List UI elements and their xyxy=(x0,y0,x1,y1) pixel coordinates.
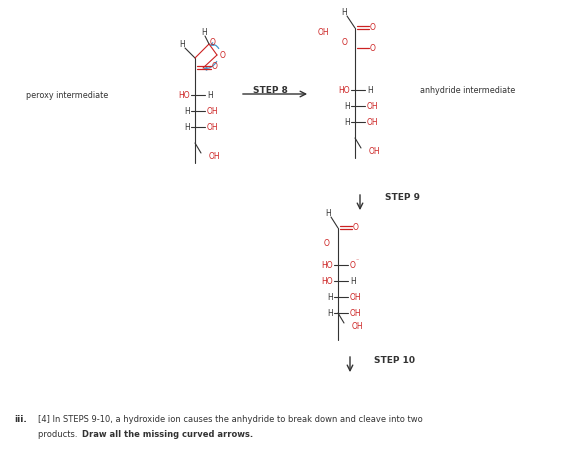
Text: H: H xyxy=(201,28,207,37)
Text: HO: HO xyxy=(321,277,333,286)
Text: H: H xyxy=(184,122,190,131)
Text: H: H xyxy=(179,39,185,48)
Text: OH: OH xyxy=(367,101,379,111)
Text: H: H xyxy=(207,91,213,99)
Text: OH: OH xyxy=(350,309,362,318)
Text: H: H xyxy=(344,118,350,127)
Text: peroxy intermediate: peroxy intermediate xyxy=(26,91,108,99)
Text: OH: OH xyxy=(367,118,379,127)
Text: H: H xyxy=(367,85,373,94)
Text: O: O xyxy=(210,38,216,46)
Text: O: O xyxy=(353,222,359,232)
Text: OH: OH xyxy=(352,322,364,331)
Text: HO: HO xyxy=(321,260,333,270)
FancyArrowPatch shape xyxy=(211,43,219,48)
Text: iii.: iii. xyxy=(14,415,27,424)
Text: H: H xyxy=(344,101,350,111)
Text: H: H xyxy=(341,8,347,16)
Text: ⁻: ⁻ xyxy=(356,259,359,265)
Text: HO: HO xyxy=(179,91,190,99)
Text: HO: HO xyxy=(338,85,350,94)
Text: OH: OH xyxy=(207,106,219,115)
Text: H: H xyxy=(327,293,333,302)
Text: OH: OH xyxy=(350,293,362,302)
Text: O: O xyxy=(220,51,226,60)
Text: O: O xyxy=(341,38,347,46)
Text: OH: OH xyxy=(207,122,219,131)
Text: H: H xyxy=(325,209,331,218)
Text: STEP 8: STEP 8 xyxy=(253,85,288,94)
Text: products.: products. xyxy=(38,430,80,439)
FancyArrowPatch shape xyxy=(204,61,217,70)
Text: anhydride intermediate: anhydride intermediate xyxy=(420,85,515,94)
Text: O: O xyxy=(212,61,218,70)
Text: O: O xyxy=(370,23,376,31)
Text: H: H xyxy=(350,277,356,286)
Text: OH: OH xyxy=(369,146,381,156)
Text: H: H xyxy=(184,106,190,115)
Text: Draw all the missing curved arrows.: Draw all the missing curved arrows. xyxy=(82,430,253,439)
Text: O: O xyxy=(370,44,376,53)
Text: O: O xyxy=(324,239,330,248)
Text: STEP 10: STEP 10 xyxy=(374,356,415,364)
Text: OH: OH xyxy=(318,28,329,37)
Text: H: H xyxy=(327,309,333,318)
Text: OH: OH xyxy=(209,151,220,160)
Text: STEP 9: STEP 9 xyxy=(385,192,420,202)
Text: [4] In STEPS 9-10, a hydroxide ion causes the anhydride to break down and cleave: [4] In STEPS 9-10, a hydroxide ion cause… xyxy=(38,415,423,424)
Text: O: O xyxy=(350,260,356,270)
